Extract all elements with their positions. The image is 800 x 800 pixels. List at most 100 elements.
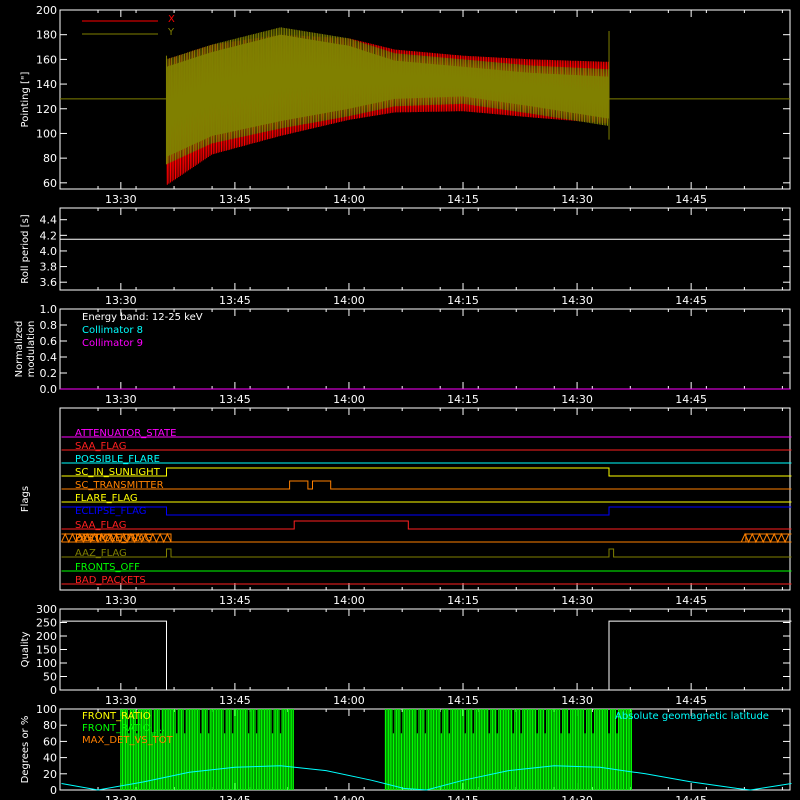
y-tick-label: 80 xyxy=(43,719,57,732)
x-tick-label: 14:45 xyxy=(675,794,707,800)
y-tick-label: 100 xyxy=(36,127,57,140)
x-tick-label: 13:45 xyxy=(219,694,251,707)
flag-burst xyxy=(740,532,790,544)
x-tick-label: 13:30 xyxy=(105,694,137,707)
x-tick-label: 14:45 xyxy=(675,694,707,707)
y-tick-label: 0.2 xyxy=(40,367,58,380)
x-tick-label: 14:00 xyxy=(333,294,365,307)
y-tick-label: 50 xyxy=(43,671,57,684)
x-tick-label: 14:15 xyxy=(447,294,479,307)
y-tick-label: 0.8 xyxy=(40,319,58,332)
x-tick-label: 13:45 xyxy=(219,294,251,307)
panel-1-frame xyxy=(59,207,791,291)
flag-burst xyxy=(61,532,172,544)
x-tick-label: 13:30 xyxy=(105,594,137,607)
x-tick-label: 14:30 xyxy=(561,393,593,406)
geomagnetic-latitude-line xyxy=(61,765,792,791)
y-tick-label: 40 xyxy=(43,752,57,765)
x-tick-label: 14:45 xyxy=(675,294,707,307)
x-tick-label: 14:45 xyxy=(675,393,707,406)
y-tick-label: 0.6 xyxy=(40,335,58,348)
flag-line xyxy=(61,480,792,490)
y-tick-label: 0 xyxy=(50,684,57,697)
y-tick-label: 4.2 xyxy=(40,229,58,242)
x-tick-label: 14:00 xyxy=(333,694,365,707)
flag-line xyxy=(61,520,792,530)
x-tick-label: 14:00 xyxy=(333,594,365,607)
x-tick-label: 14:15 xyxy=(447,193,479,206)
quality-line xyxy=(61,620,792,691)
x-tick-label: 14:15 xyxy=(447,794,479,800)
y-tick-label: 250 xyxy=(36,617,57,630)
y-tick-label: 140 xyxy=(36,78,57,91)
x-tick-label: 14:15 xyxy=(447,694,479,707)
y-axis-label: Flags xyxy=(20,486,31,512)
flag-label: FLARE_FLAG xyxy=(75,493,138,504)
y-tick-label: 60 xyxy=(43,177,57,190)
x-tick-label: 14:00 xyxy=(333,193,365,206)
y-tick-label: 80 xyxy=(43,152,57,165)
y-tick-label: 60 xyxy=(43,735,57,748)
flag-label: SAA_FLAG xyxy=(75,520,126,531)
x-tick-label: 13:30 xyxy=(105,294,137,307)
y-tick-label: 160 xyxy=(36,53,57,66)
x-tick-label: 14:15 xyxy=(447,594,479,607)
y-tick-label: 20 xyxy=(43,768,57,781)
y-tick-label: 0.0 xyxy=(40,383,58,396)
legend-geomagnetic: Absolute geomagnetic latitude xyxy=(615,711,769,722)
flag-label: FRONTS_OFF xyxy=(75,562,140,573)
x-tick-label: 14:30 xyxy=(561,594,593,607)
x-tick-label: 13:45 xyxy=(219,393,251,406)
x-tick-label: 14:15 xyxy=(447,393,479,406)
y-tick-label: 100 xyxy=(36,703,57,716)
x-tick-label: 13:45 xyxy=(219,193,251,206)
panel-3-frame xyxy=(59,407,791,591)
x-tick-label: 14:30 xyxy=(561,794,593,800)
flag-label: SC_TRANSMITTER xyxy=(75,480,164,491)
flag-label: AAZ_FLAG xyxy=(75,548,127,559)
flag-line xyxy=(61,506,792,516)
y-tick-label: 200 xyxy=(36,4,57,17)
modulation-annotation: Collimator 8 xyxy=(82,325,143,336)
flag-line xyxy=(61,548,792,558)
y-axis-label: modulation xyxy=(26,321,37,378)
series-y-fill xyxy=(166,34,610,157)
flag-line xyxy=(61,467,792,477)
y-axis-label: Degrees or % xyxy=(20,716,31,784)
legend-y-label: Y xyxy=(167,27,175,38)
y-tick-label: 200 xyxy=(36,630,57,643)
y-tick-label: 3.8 xyxy=(40,261,58,274)
x-tick-label: 14:30 xyxy=(561,294,593,307)
x-tick-label: 13:30 xyxy=(105,193,137,206)
x-tick-label: 13:45 xyxy=(219,794,251,800)
y-tick-label: 180 xyxy=(36,29,57,42)
x-tick-label: 14:30 xyxy=(561,193,593,206)
y-tick-label: 1.0 xyxy=(40,303,58,316)
flag-label: ECLIPSE_FLAG xyxy=(75,506,146,517)
y-tick-label: 0.4 xyxy=(40,351,58,364)
y-axis-label: Roll period [s] xyxy=(20,214,31,283)
flag-label: ATTENUATOR_STATE xyxy=(75,428,176,439)
x-tick-label: 13:30 xyxy=(105,393,137,406)
y-tick-label: 150 xyxy=(36,644,57,657)
modulation-annotation: Collimator 9 xyxy=(82,338,143,349)
legend-front-ratio-2: FRONT_RATIO_... xyxy=(82,723,165,734)
legend-max-det: MAX_DET_VS_TOT xyxy=(82,735,174,746)
flag-label: SC_IN_SUNLIGHT xyxy=(75,467,161,478)
flag-label: BAD_PACKETS xyxy=(75,575,146,586)
x-tick-label: 14:00 xyxy=(333,393,365,406)
y-tick-label: 100 xyxy=(36,657,57,670)
y-axis-label: Normalized xyxy=(14,321,25,378)
y-tick-label: 120 xyxy=(36,103,57,116)
x-tick-label: 13:45 xyxy=(219,594,251,607)
modulation-annotation: Energy band: 12-25 keV xyxy=(82,312,203,323)
legend-front-ratio: FRONT_RATIO xyxy=(82,711,151,722)
panel-0-frame xyxy=(59,9,791,190)
y-axis-label: Quality xyxy=(20,632,31,668)
y-tick-label: 300 xyxy=(36,603,57,616)
y-tick-label: 0 xyxy=(50,784,57,797)
flag-label: SAA_FLAG xyxy=(75,441,126,452)
y-tick-label: 4.0 xyxy=(40,245,58,258)
legend-x-label: X xyxy=(168,14,175,25)
